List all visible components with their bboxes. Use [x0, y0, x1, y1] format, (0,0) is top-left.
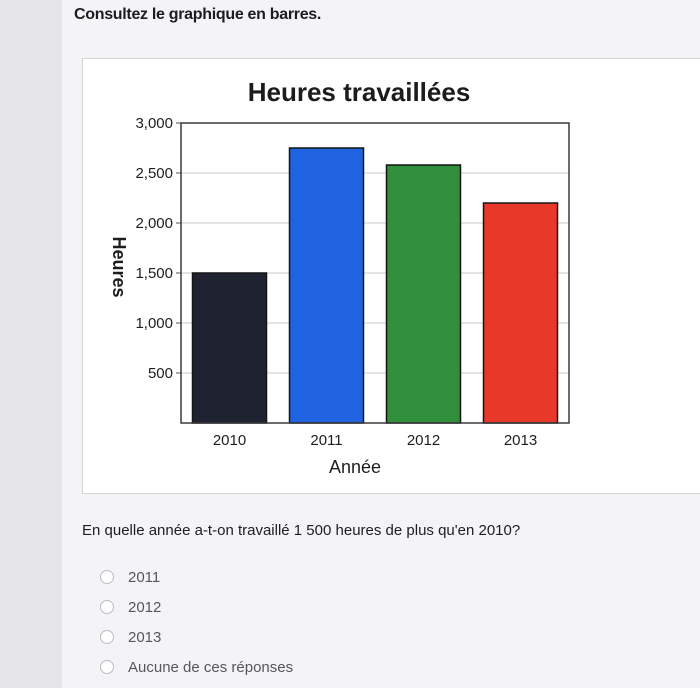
answer-option-label: 2013: [128, 628, 162, 646]
x-tick-label: 2011: [310, 432, 342, 449]
bar-2010: [191, 272, 268, 424]
chart-card: Heures travaillées 500 1,000 1,500 2,000 2,50…: [82, 58, 700, 494]
answer-option-label: Aucune de ces réponses: [128, 658, 294, 676]
radio-button[interactable]: [100, 630, 114, 644]
plot-frame: [180, 122, 570, 424]
x-tick-label: 2012: [407, 432, 440, 449]
y-axis-label: Heures: [109, 236, 129, 297]
answer-option-2013[interactable]: 2013: [100, 622, 293, 652]
bar-chart: Heures travaillées 500 1,000 1,500 2,000 2,50…: [109, 77, 570, 477]
answer-option-label: 2011: [128, 568, 161, 586]
x-axis-label: Année: [329, 457, 381, 477]
y-tick-label: 500: [148, 365, 173, 382]
answer-options: 2011 2012 2013 Aucune de ces réponses: [100, 562, 293, 682]
answer-option-2011[interactable]: 2011: [100, 562, 293, 592]
y-tick-label: 3,000: [135, 115, 173, 132]
answer-option-label: 2012: [128, 598, 162, 616]
bar-2013: [482, 202, 559, 424]
page-title: Consultez le graphique en barres.: [74, 6, 322, 23]
x-tick-label: 2013: [504, 432, 537, 449]
y-tick-label: 1,500: [135, 265, 173, 282]
question-text: En quelle année a-t-on travaillé 1 500 h…: [82, 522, 521, 539]
radio-button[interactable]: [100, 570, 114, 584]
answer-option-none[interactable]: Aucune de ces réponses: [100, 652, 293, 682]
radio-button[interactable]: [100, 600, 114, 614]
bar-2012: [385, 164, 462, 424]
x-tick-label: 2010: [213, 432, 246, 449]
y-tick-label: 2,500: [135, 165, 173, 182]
answer-option-2012[interactable]: 2012: [100, 592, 293, 622]
radio-button[interactable]: [100, 660, 114, 674]
chart-title: Heures travaillées: [248, 77, 471, 107]
bar-2011: [288, 147, 365, 424]
y-tick-label: 2,000: [135, 215, 173, 232]
y-tick-label: 1,000: [135, 315, 173, 332]
